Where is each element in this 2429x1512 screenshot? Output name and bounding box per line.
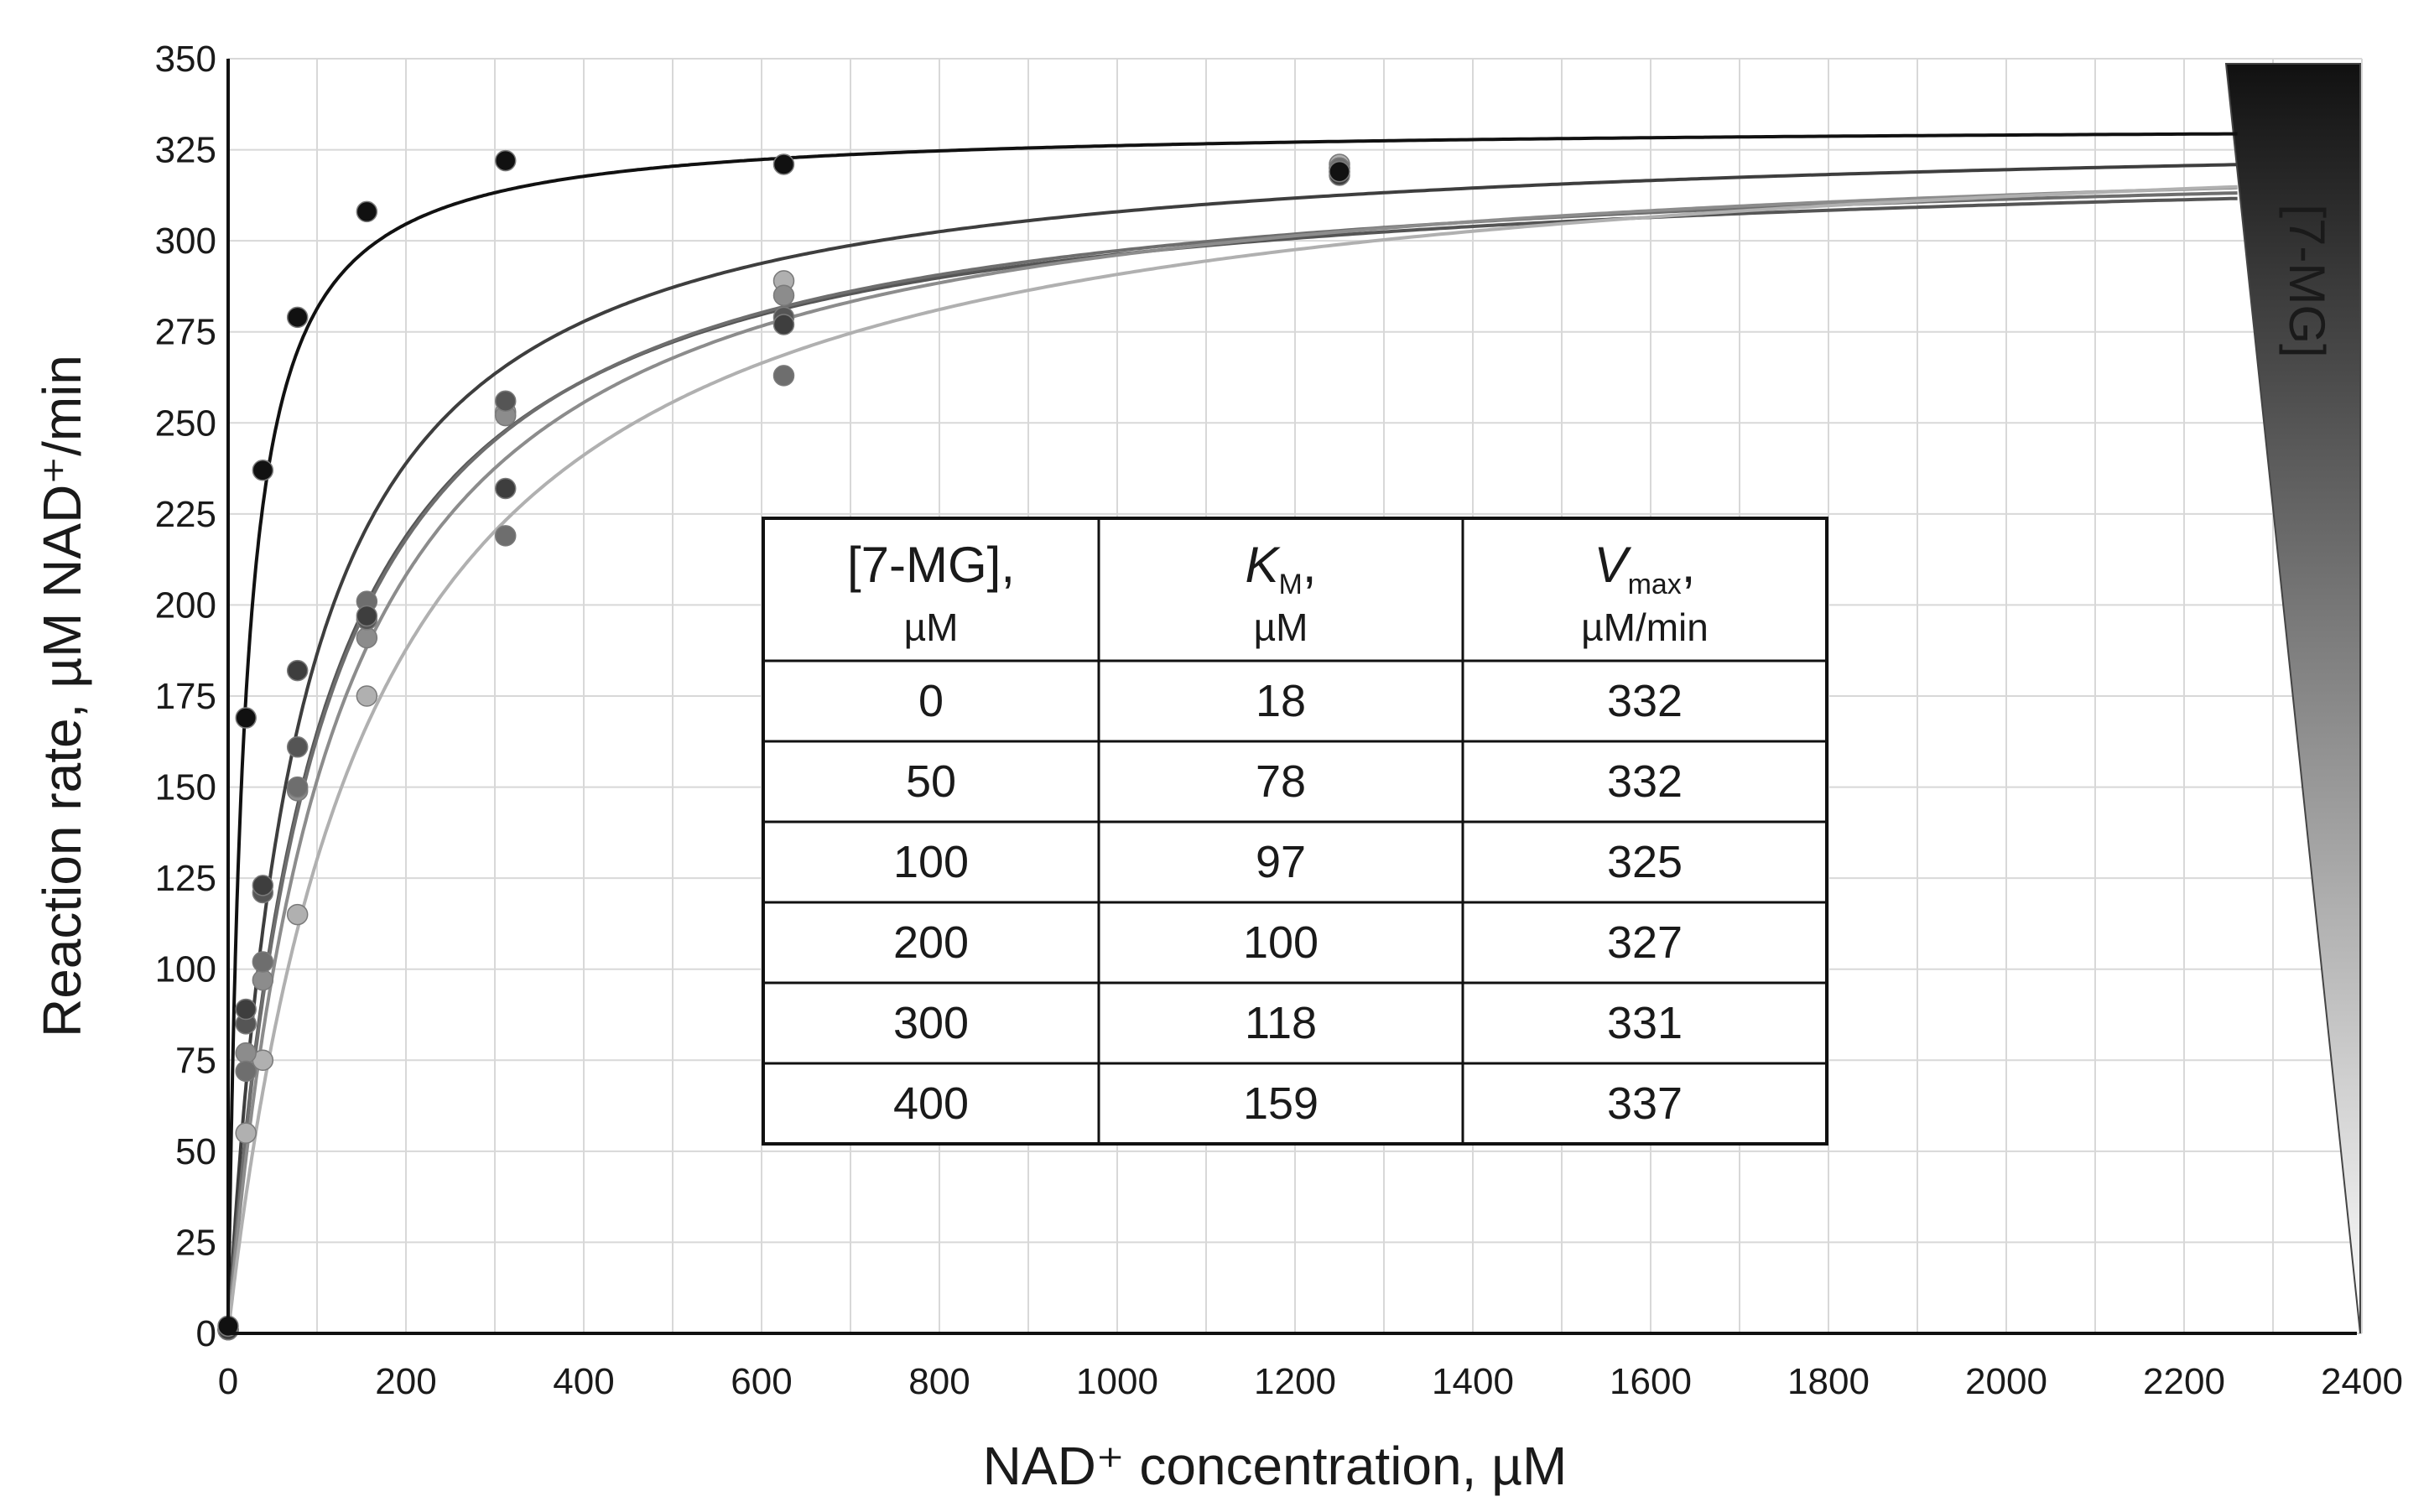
y-tick-label: 25 [175, 1222, 216, 1263]
x-tick-label: 2000 [1965, 1361, 2047, 1402]
y-tick-label: 100 [155, 949, 216, 990]
table-cell: 100 [1243, 917, 1319, 968]
x-tick-label: 1000 [1076, 1361, 1158, 1402]
data-point-50 [286, 659, 309, 682]
y-axis-title: Reaction rate, µM NAD⁺/min [32, 355, 92, 1037]
x-tick-label: 2200 [2143, 1361, 2225, 1402]
data-point-400 [356, 685, 378, 707]
legend-gradient: [7-MG] [2224, 63, 2361, 1334]
data-point-300 [772, 284, 795, 307]
data-point-200 [286, 776, 309, 798]
data-point-0 [1329, 160, 1350, 183]
table-cell: 337 [1607, 1078, 1683, 1129]
data-point-300 [252, 969, 274, 991]
table-cell: 200 [893, 917, 969, 968]
table-cell: 325 [1607, 837, 1683, 887]
axis-lines [226, 59, 2357, 1335]
table-header-unit: µM [1254, 605, 1308, 649]
data-point-50 [235, 998, 257, 1021]
y-tick-label: 325 [155, 130, 216, 171]
data-point-200 [772, 365, 795, 387]
y-tick-label: 300 [155, 221, 216, 262]
data-points [217, 149, 1350, 1341]
table-cell: 331 [1607, 998, 1683, 1048]
table-cell: 18 [1256, 676, 1306, 726]
data-point-100 [286, 736, 309, 758]
x-tick-label: 600 [731, 1361, 792, 1402]
y-tick-label: 350 [155, 39, 216, 80]
x-tick-label: 1800 [1787, 1361, 1870, 1402]
x-tick-label: 1400 [1432, 1361, 1514, 1402]
y-tick-label: 125 [155, 858, 216, 899]
table-header-name: [7-MG], [847, 537, 1015, 593]
y-tick-label: 200 [155, 585, 216, 626]
data-point-200 [235, 1060, 257, 1083]
table-cell: 100 [893, 837, 969, 887]
fit-curve-50 [228, 163, 2238, 1333]
x-axis-title: NAD⁺ concentration, µM [983, 1436, 1568, 1496]
y-axis: 0 25 50 75 100 125 150 175 200 225 250 275 300 325 350 [155, 39, 216, 1354]
data-point-50 [494, 477, 517, 500]
x-tick-label: 400 [553, 1361, 614, 1402]
table-cell: 400 [893, 1078, 969, 1129]
legend-label: [7-MG] [2279, 204, 2335, 357]
data-point-300 [235, 1042, 257, 1064]
data-point-300 [356, 626, 378, 649]
data-point-400 [286, 903, 309, 926]
table-cell: 327 [1607, 917, 1683, 968]
table-cell: 300 [893, 998, 969, 1048]
table-cell: 159 [1243, 1078, 1319, 1129]
fit-curves [228, 132, 2238, 1333]
x-tick-label: 200 [375, 1361, 436, 1402]
table-header-name: Vmax, [1594, 537, 1696, 600]
y-tick-label: 75 [175, 1040, 216, 1081]
table-cell: 97 [1256, 837, 1306, 887]
legend-gradient-wedge [2224, 63, 2361, 1334]
data-point-0 [252, 459, 274, 481]
y-tick-label: 150 [155, 767, 216, 808]
data-point-50 [252, 875, 274, 896]
data-point-100 [494, 390, 517, 412]
table-cell: 50 [906, 756, 956, 807]
data-point-50 [772, 314, 795, 335]
data-point-0 [356, 200, 378, 223]
table-cell: 0 [918, 676, 944, 726]
x-tick-label: 800 [908, 1361, 970, 1402]
y-tick-label: 0 [196, 1313, 216, 1354]
table-header-unit: µM [904, 605, 959, 649]
table-frame [762, 517, 1828, 1146]
x-tick-label: 0 [218, 1361, 238, 1402]
data-point-0 [286, 306, 309, 329]
data-point-50 [356, 605, 378, 627]
y-tick-label: 275 [155, 312, 216, 353]
y-tick-label: 250 [155, 403, 216, 444]
x-axis: 0 200 400 600 800 1000 1200 1400 1600 1800 2000 220… [218, 1361, 2403, 1402]
x-tick-label: 1600 [1610, 1361, 1692, 1402]
y-tick-label: 50 [175, 1131, 216, 1172]
x-tick-label: 2400 [2321, 1361, 2403, 1402]
data-point-200 [494, 525, 517, 547]
table-cell: 332 [1607, 756, 1683, 807]
table-cell: 332 [1607, 676, 1683, 726]
data-point-400 [235, 1122, 257, 1144]
fit-curve-0 [228, 132, 2238, 1333]
table-header-name: KM, [1245, 537, 1316, 600]
table-cell: 118 [1245, 998, 1317, 1048]
data-point-0 [494, 149, 517, 172]
parameter-table: [7-MG], µM KM, µM Vmax, µM/min 0 18 332 50 78 332 10… [762, 517, 1828, 1146]
x-tick-label: 1200 [1254, 1361, 1336, 1402]
table-header-unit: µM/min [1581, 605, 1709, 649]
data-point-0 [772, 153, 795, 175]
y-tick-label: 225 [155, 494, 216, 535]
table-cell: 78 [1256, 756, 1306, 807]
data-point-0 [235, 707, 257, 729]
fit-curve-300 [228, 185, 2238, 1333]
data-point-200 [252, 951, 274, 973]
y-tick-label: 175 [155, 676, 216, 717]
fit-curve-400 [228, 184, 2238, 1333]
